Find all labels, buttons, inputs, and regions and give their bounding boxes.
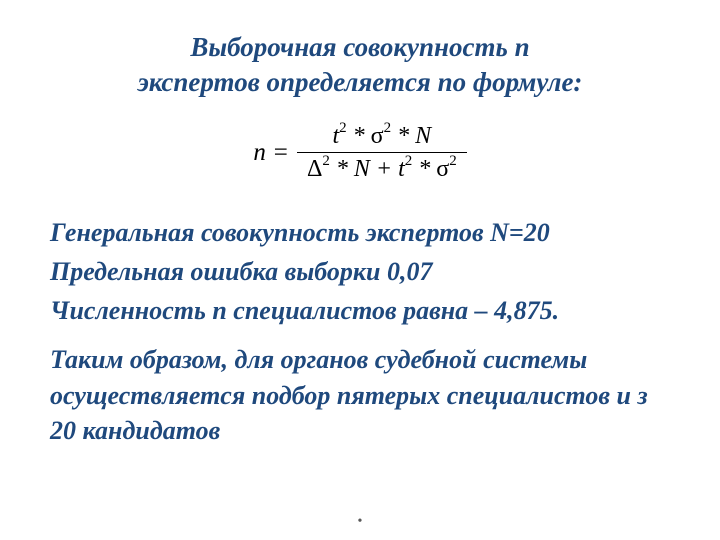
body-line-2: Предельная ошибка выборки 0,07 [50,254,670,289]
body-line-3: Численность n специалистов равна – 4,875… [50,293,670,328]
formula-equals: = [272,139,289,166]
formula-wrapper: n = t2 * σ2 * N Δ2 * N + t2 * σ2 [253,120,466,185]
title-line-2: экспертов определяется по формуле: [138,67,583,97]
slide-bullet-icon: • [358,514,363,530]
formula-denominator: Δ2 * N + t2 * σ2 [297,153,467,185]
formula-numerator: t2 * σ2 * N [297,120,467,153]
body-line-1: Генеральная совокупность экспертов N=20 [50,215,670,250]
formula-fraction: t2 * σ2 * N Δ2 * N + t2 * σ2 [297,120,467,185]
formula-n: n [253,139,266,166]
slide-title: Выборочная совокупность n экспертов опре… [50,30,670,100]
body-block-2: Таким образом, для органов судебной сист… [50,342,670,447]
title-line-1: Выборочная совокупность n [190,32,529,62]
formula-lhs: n = [253,139,289,167]
formula: n = t2 * σ2 * N Δ2 * N + t2 * σ2 [50,120,670,185]
